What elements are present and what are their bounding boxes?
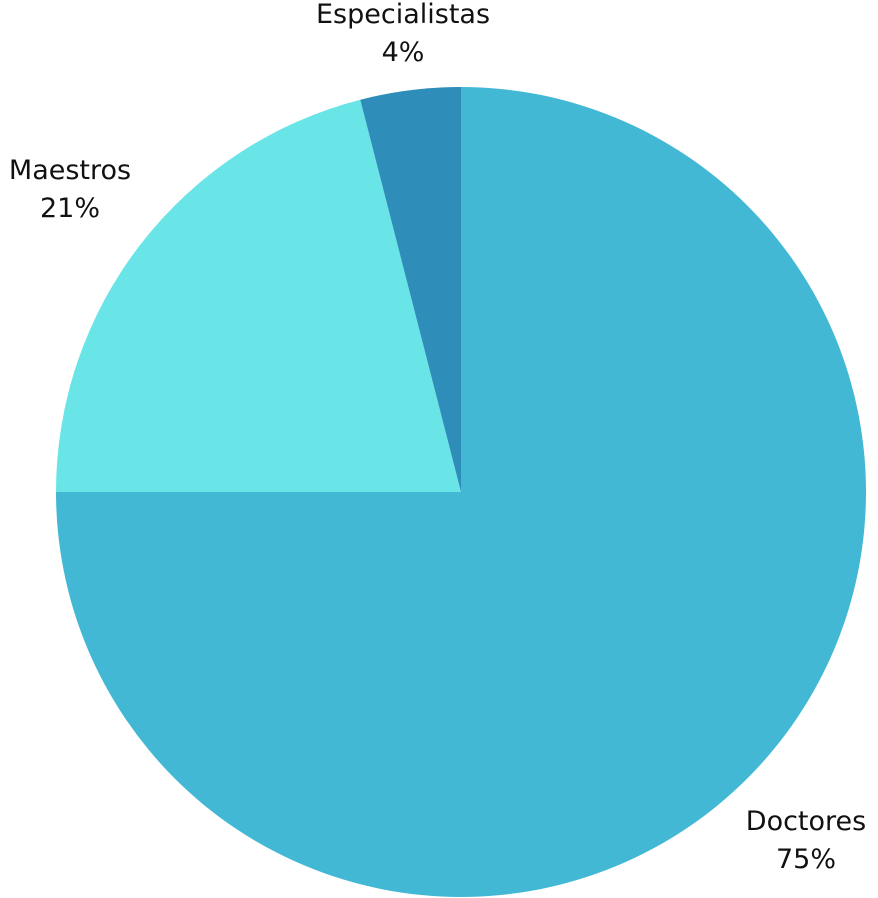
- slice-label-doctores: Doctores 75%: [746, 803, 866, 879]
- slice-percent-maestros: 21%: [39, 193, 101, 224]
- slice-label-maestros: Maestros 21%: [9, 152, 131, 228]
- slice-name-especialistas: Especialistas: [315, 0, 491, 30]
- slice-label-especialistas: Especialistas 4%: [316, 0, 490, 72]
- slice-name-doctores: Doctores: [745, 806, 867, 837]
- pie-slice-especialistas: [360, 86, 461, 492]
- pie-slice-maestros: [56, 99, 461, 492]
- slice-name-maestros: Maestros: [8, 155, 132, 186]
- slice-percent-doctores: 75%: [775, 844, 837, 875]
- slice-percent-especialistas: 4%: [381, 37, 425, 68]
